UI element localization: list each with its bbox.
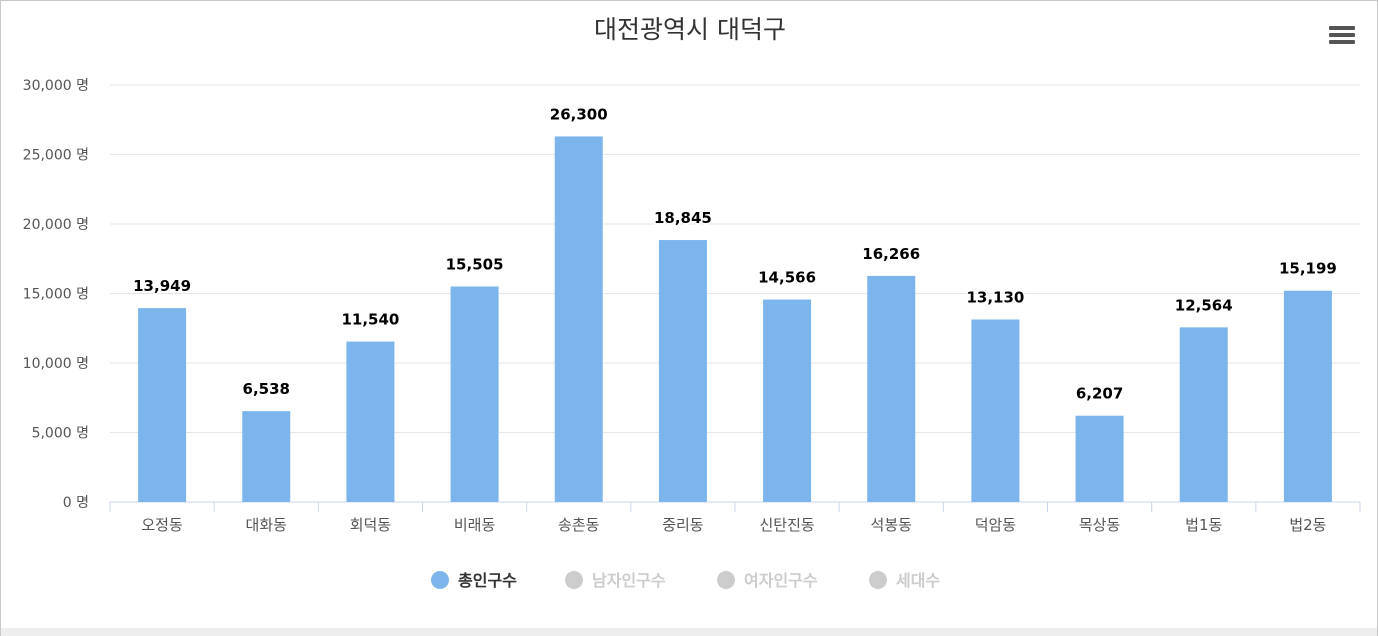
data-labels: 13,949 6,538 11,540 15,505 26,300 18,845 14,56…	[132, 104, 1339, 404]
bar[interactable]	[763, 299, 812, 502]
x-tick-label: 목상동	[1079, 516, 1121, 534]
x-tick-label: 회덕동	[350, 516, 392, 534]
legend-item[interactable]: 남자인구수	[565, 571, 666, 590]
legend-item[interactable]: 세대수	[869, 571, 940, 590]
data-label: 26,300	[550, 105, 608, 123]
legend-item[interactable]: 여자인구수	[717, 571, 818, 590]
x-tick-label: 오정동	[141, 516, 183, 534]
x-tick-label: 중리동	[662, 516, 704, 534]
data-label: 6,207	[1076, 385, 1123, 403]
legend-marker-icon	[869, 571, 887, 589]
bar[interactable]	[1075, 415, 1124, 502]
bar[interactable]	[867, 275, 916, 502]
legend-marker-icon	[717, 571, 735, 589]
chart-title: 대전광역시 대덕구	[594, 15, 786, 44]
y-tick-label: 25,000 명	[23, 148, 89, 164]
x-tick-label: 비래동	[454, 516, 496, 534]
y-tick-label: 10,000 명	[23, 356, 89, 372]
bar[interactable]	[658, 240, 707, 502]
x-tick-label: 법1동	[1185, 516, 1222, 534]
bar[interactable]	[450, 286, 499, 502]
data-label: 15,505	[446, 255, 504, 273]
bar[interactable]	[138, 308, 187, 502]
bar[interactable]	[346, 341, 395, 502]
x-axis: 오정동 대화동 회덕동 비래동 송촌동 중리동 신탄진동 석봉동 덕암동 목상동 법1동 법2동	[109, 501, 1361, 534]
y-tick-label: 20,000 명	[23, 217, 89, 233]
legend-label: 여자인구수	[744, 571, 818, 590]
data-label: 16,266	[862, 245, 920, 263]
y-tick-label: 30,000 명	[23, 78, 89, 94]
data-label: 13,130	[966, 288, 1024, 306]
data-label: 14,566	[758, 269, 816, 287]
legend-marker-icon	[565, 571, 583, 589]
legend: 총인구수 남자인구수 여자인구수 세대수	[431, 571, 940, 590]
x-tick-label: 송촌동	[558, 516, 600, 534]
y-tick-label: 5,000 명	[32, 426, 89, 442]
x-tick-label: 석봉동	[871, 516, 913, 534]
legend-label: 세대수	[896, 571, 940, 590]
bar[interactable]	[554, 136, 603, 502]
menu-icon[interactable]	[1322, 22, 1358, 52]
data-label: 11,540	[341, 311, 399, 329]
grid-lines	[110, 84, 1360, 433]
x-tick-label: 대화동	[246, 516, 288, 534]
bottom-strip	[1, 628, 1377, 636]
y-tick-label: 15,000 명	[23, 287, 89, 303]
x-tick-label: 신탄진동	[759, 516, 814, 534]
legend-item[interactable]: 총인구수	[431, 571, 517, 590]
legend-marker-icon	[431, 571, 449, 589]
bar[interactable]	[1179, 327, 1228, 502]
data-label: 6,538	[243, 380, 290, 398]
data-label: 18,845	[654, 209, 712, 227]
x-tick-label: 법2동	[1289, 516, 1326, 534]
bar[interactable]	[1283, 290, 1332, 502]
legend-label: 총인구수	[458, 571, 517, 590]
bar[interactable]	[971, 319, 1020, 502]
data-label: 12,564	[1175, 296, 1233, 314]
bar[interactable]	[242, 411, 291, 502]
y-axis: 0 명 5,000 명 10,000 명 15,000 명 20,000 명 25,000…	[23, 78, 89, 511]
data-label: 15,199	[1279, 260, 1337, 278]
legend-label: 남자인구수	[592, 571, 666, 590]
x-tick-label: 덕암동	[975, 516, 1017, 534]
y-tick-label: 0 명	[63, 495, 89, 511]
data-label: 13,949	[133, 277, 191, 295]
bar-series	[138, 136, 1332, 502]
